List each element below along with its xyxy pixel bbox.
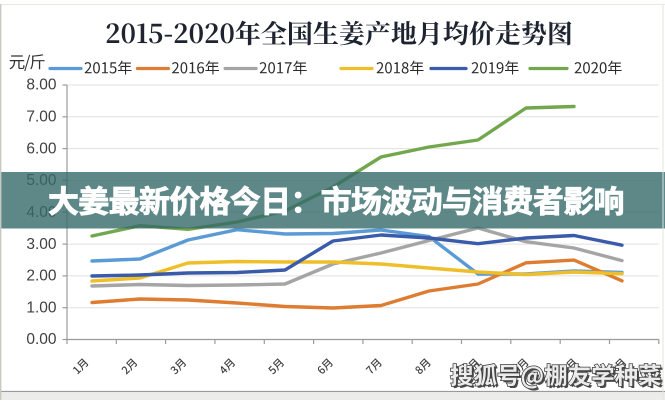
svg-text:8.00: 8.00 (26, 77, 57, 94)
svg-text:3.00: 3.00 (26, 236, 57, 253)
svg-text:0.00: 0.00 (26, 331, 57, 348)
svg-text:1.00: 1.00 (26, 299, 57, 316)
svg-text:7.00: 7.00 (26, 109, 57, 126)
svg-text:2.00: 2.00 (26, 268, 57, 285)
svg-text:6.00: 6.00 (26, 140, 57, 157)
